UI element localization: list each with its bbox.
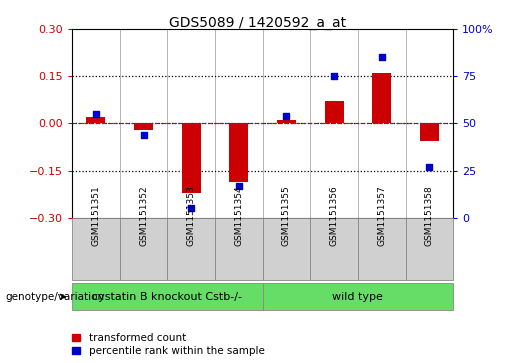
Text: cystatin B knockout Cstb-/-: cystatin B knockout Cstb-/- (92, 292, 243, 302)
Bar (405, 218, 453, 280)
Point (140, 132, 148, 138)
Bar (358, 218, 405, 280)
Bar (420, 123, 439, 141)
Point (377, 54, 386, 60)
Bar (263, 283, 453, 310)
Point (330, 73, 338, 79)
Bar (215, 218, 263, 280)
Bar (310, 218, 358, 280)
Text: GSM1151357: GSM1151357 (377, 185, 386, 245)
Text: GSM1151355: GSM1151355 (282, 185, 291, 245)
Bar (134, 123, 153, 130)
Text: GSM1151353: GSM1151353 (187, 185, 196, 245)
Text: GDS5089 / 1420592_a_at: GDS5089 / 1420592_a_at (169, 16, 346, 30)
Bar (372, 73, 391, 123)
Text: GSM1151351: GSM1151351 (92, 185, 100, 245)
Point (187, 205, 195, 211)
Bar (167, 218, 215, 280)
Text: GSM1151352: GSM1151352 (139, 185, 148, 245)
Bar (182, 123, 201, 193)
Bar (263, 218, 310, 280)
Text: GSM1151358: GSM1151358 (425, 185, 434, 245)
Bar (87, 117, 106, 123)
Bar (119, 218, 167, 280)
Point (235, 183, 243, 189)
Text: genotype/variation: genotype/variation (5, 292, 104, 302)
Bar (277, 120, 296, 123)
Bar (72, 218, 119, 280)
Text: GSM1151356: GSM1151356 (330, 185, 338, 245)
Text: wild type: wild type (333, 292, 383, 302)
Point (92, 111, 100, 117)
Point (425, 164, 434, 170)
Text: GSM1151354: GSM1151354 (234, 185, 243, 245)
Point (282, 113, 290, 119)
Bar (72, 283, 263, 310)
Bar (324, 101, 344, 123)
Legend: transformed count, percentile rank within the sample: transformed count, percentile rank withi… (72, 333, 265, 356)
Bar (229, 123, 248, 182)
